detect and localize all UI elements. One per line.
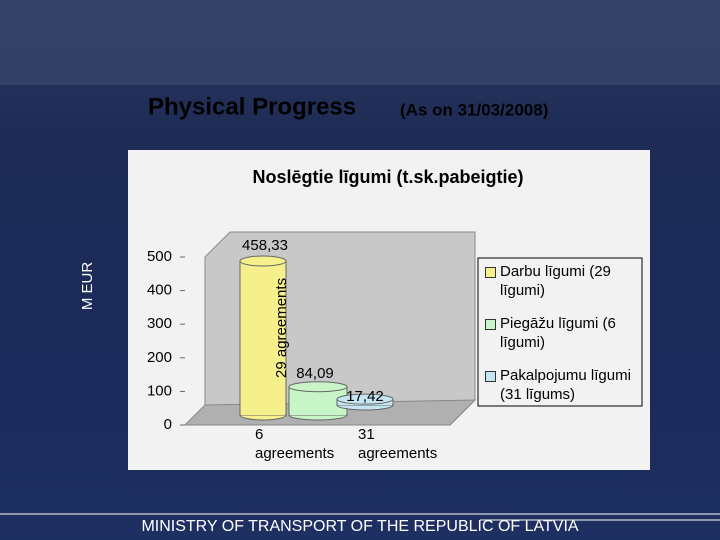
- slide-title: Physical Progress: [148, 93, 356, 120]
- legend-box: [477, 257, 643, 407]
- annotation: 31 agreements: [358, 426, 438, 462]
- legend-label: Darbu līgumi (29 līgumi): [500, 263, 611, 299]
- footer: MINISTRY OF TRANSPORT OF THE REPUBLIC OF…: [141, 518, 578, 535]
- chart-title: Noslēgtie līgumi (t.sk.pabeigtie): [252, 167, 523, 187]
- data-label: 17,42: [346, 388, 384, 405]
- legend-swatch: [485, 267, 496, 278]
- y-tick-label: 200: [147, 349, 172, 366]
- y-tick-label: 500: [147, 248, 172, 265]
- data-label: 458,33: [242, 237, 288, 254]
- slide-subtitle: (As on 31/03/2008): [400, 100, 548, 119]
- y-tick-label: 100: [147, 382, 172, 399]
- bar-cap: [336, 393, 394, 405]
- data-label: 84,09: [296, 365, 334, 382]
- legend-swatch: [485, 371, 496, 382]
- y-axis-label: M EUR: [79, 262, 96, 311]
- legend-label: Pakalpojumu līgumi (31 līgums): [500, 367, 631, 403]
- annotation: 6 agreements: [255, 426, 335, 462]
- annotation: 29 agreements: [273, 278, 290, 378]
- bar-cap: [239, 255, 287, 267]
- y-tick-label: 300: [147, 315, 172, 332]
- header-band: [0, 0, 720, 85]
- y-tick-label: 400: [147, 282, 172, 299]
- legend-swatch: [485, 319, 496, 330]
- bar-cap: [288, 381, 348, 393]
- legend-label: Piegāžu līgumi (6 līgumi): [500, 315, 616, 351]
- y-tick-label: 0: [164, 416, 172, 433]
- bar-fill: [241, 261, 285, 415]
